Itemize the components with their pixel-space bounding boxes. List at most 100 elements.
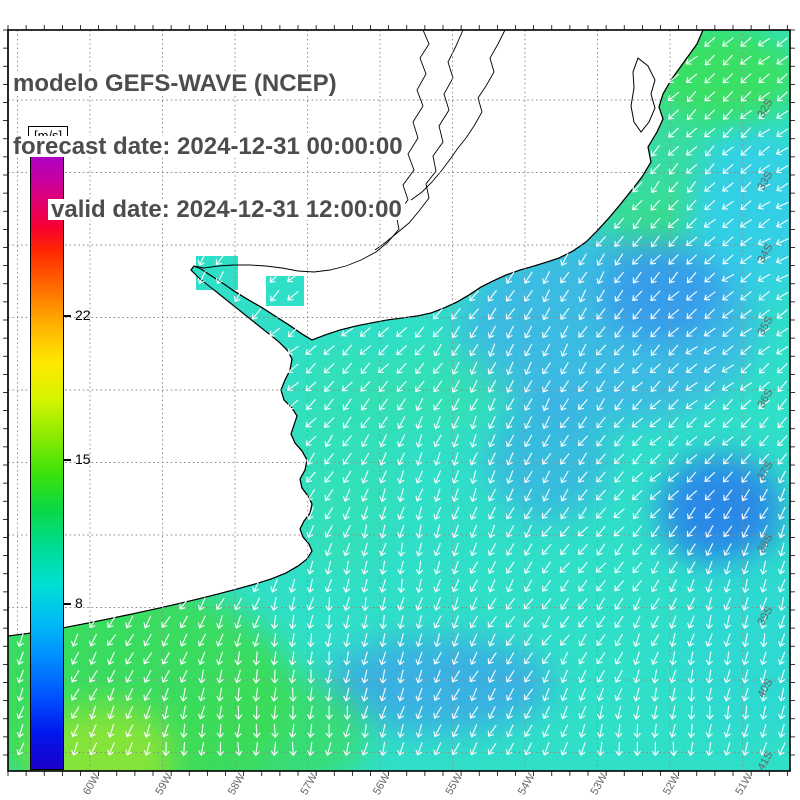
wind-arrow (469, 379, 478, 393)
wind-arrow (705, 525, 714, 538)
wind-arrow (487, 742, 497, 755)
wind-arrow (433, 415, 441, 430)
wind-arrow (506, 579, 514, 593)
wind-arrow (306, 560, 314, 575)
wind-arrow (649, 472, 662, 482)
wind-arrow (107, 705, 115, 720)
wind-arrow (741, 525, 750, 538)
wind-arrow (523, 289, 533, 302)
wind-arrow (596, 580, 606, 592)
wind-arrow (596, 344, 606, 356)
wind-arrow (324, 525, 333, 538)
wind-arrow (560, 453, 570, 465)
wind-arrow (433, 398, 443, 411)
wind-arrow (759, 453, 770, 465)
wind-arrow (760, 687, 768, 702)
wind-arrow (778, 669, 785, 684)
wind-arrow (324, 542, 333, 557)
wind-arrow (741, 669, 749, 684)
wind-arrow (633, 741, 641, 756)
wind-arrow (324, 579, 332, 593)
wind-arrow (578, 652, 587, 665)
wind-speed-patch (28, 705, 178, 771)
wind-arrow (524, 307, 533, 321)
wind-arrow (578, 616, 588, 628)
wind-arrow (180, 705, 188, 720)
wind-arrow (668, 145, 679, 156)
wind-arrow (542, 579, 551, 592)
wind-arrow (686, 525, 697, 537)
wind-arrow (560, 362, 569, 375)
wind-arrow (505, 688, 514, 701)
wind-arrow (325, 669, 333, 684)
wind-arrow (632, 597, 641, 611)
wind-arrow (125, 742, 133, 756)
model-title: modelo GEFS-WAVE (NCEP) (10, 72, 340, 96)
wind-arrow (216, 723, 224, 738)
wind-arrow (361, 506, 369, 521)
wind-speed-patch (678, 560, 790, 740)
wind-arrow (505, 379, 514, 393)
wind-arrow (614, 272, 624, 284)
wind-arrow (487, 706, 496, 720)
wind-arrow (650, 180, 660, 194)
wind-arrow (703, 346, 716, 355)
wind-arrow (650, 254, 661, 265)
wind-arrow (433, 470, 441, 484)
wind-arrow (542, 615, 551, 629)
wind-arrow (469, 308, 479, 320)
wind-arrow (704, 272, 716, 283)
frame-ticks (3, 25, 795, 776)
wind-arrow (614, 471, 624, 483)
wind-arrow (596, 289, 605, 302)
wind-arrow (469, 651, 478, 665)
wind-arrow (215, 597, 225, 610)
wind-arrow (632, 507, 642, 520)
wind-arrow (469, 633, 478, 647)
wind-arrow (614, 652, 623, 665)
wind-arrow (542, 742, 550, 756)
wind-arrow (342, 452, 352, 465)
wind-arrow (596, 326, 606, 338)
wind-arrow (271, 669, 279, 684)
wind-arrow (397, 578, 405, 593)
wind-arrow (632, 543, 642, 556)
wind-arrow (451, 524, 459, 539)
wind-arrow (415, 687, 423, 702)
wind-arrow (451, 670, 461, 683)
wind-arrow (668, 453, 679, 465)
wind-arrow (415, 452, 423, 466)
wind-arrow (270, 687, 278, 702)
wind-arrow (740, 164, 752, 174)
wind-arrow (649, 490, 661, 500)
wind-arrow (524, 488, 533, 502)
colorbar-tick-label: 8 (75, 594, 83, 611)
wind-arrow (270, 741, 279, 756)
wind-arrow (687, 741, 695, 756)
wind-arrow (161, 633, 170, 647)
wind-arrow (469, 361, 478, 375)
wind-arrow (668, 109, 679, 120)
wind-arrow (667, 309, 680, 319)
wind-arrow (305, 345, 317, 355)
wind-arrow (741, 724, 749, 738)
wind-arrow (252, 741, 260, 756)
wind-arrow (524, 633, 533, 647)
wind-arrow (776, 165, 789, 174)
wind-arrow (650, 597, 660, 610)
wind-arrow (161, 652, 170, 665)
wind-arrow (414, 344, 425, 356)
wind-arrow (524, 706, 533, 719)
wind-arrow (578, 253, 587, 266)
wind-arrow (415, 326, 425, 338)
wind-arrow (739, 382, 753, 391)
wind-arrow (687, 561, 696, 574)
wind-arrow (180, 687, 188, 702)
wind-arrow (632, 489, 643, 501)
wind-arrow (198, 687, 206, 702)
wind-arrow (704, 128, 716, 138)
wind-arrow (306, 488, 315, 502)
wind-arrow (667, 472, 680, 482)
wind-arrow (706, 705, 714, 720)
wind-arrow (487, 362, 497, 375)
